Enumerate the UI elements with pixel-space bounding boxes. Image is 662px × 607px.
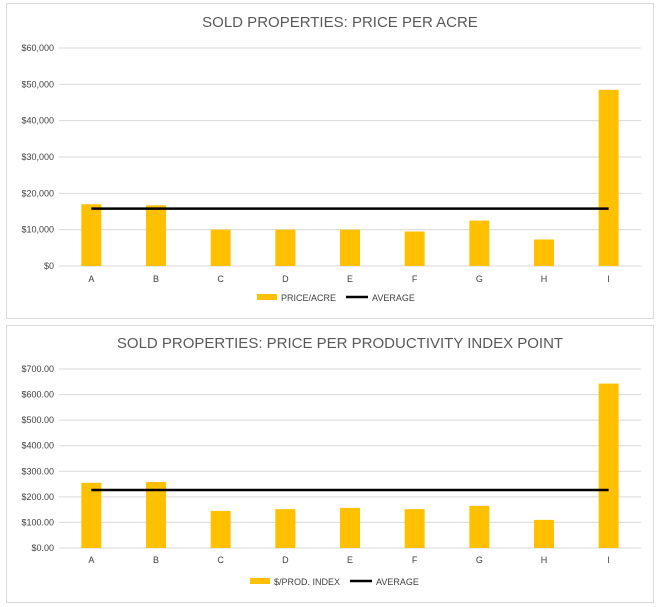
price-per-acre-x-tick-label: H (541, 274, 548, 284)
price-per-acre-x-tick-label: C (217, 274, 224, 284)
price-per-pi-bar-f (404, 509, 425, 548)
price-per-pi-y-tick-label: $400.00 (21, 441, 54, 451)
price-per-acre-legend-bar-label: PRICE/ACRE (281, 293, 336, 303)
price-per-pi-x-tick-label: D (282, 555, 289, 565)
price-per-pi-bar-e (340, 507, 360, 548)
price-per-acre-bar-g (469, 220, 490, 266)
price-per-pi-x-tick-label: H (541, 555, 548, 565)
price-per-pi-x-tick-label: B (153, 555, 159, 565)
price-per-pi-x-tick-label: A (88, 555, 94, 565)
price-per-pi-legend-line-label: AVERAGE (376, 577, 419, 587)
price-per-pi-legend-bar-label: $/PROD. INDEX (274, 577, 340, 587)
price-per-acre-y-tick-label: $20,000 (21, 188, 54, 198)
price-per-acre-x-tick-label: B (153, 274, 159, 284)
price-per-pi-bar-a (81, 482, 102, 548)
price-per-pi-bar-h (534, 519, 554, 548)
price-per-pi-bar-b (146, 482, 166, 548)
price-per-acre-y-tick-label: $10,000 (21, 225, 54, 235)
price-per-acre-y-tick-label: $60,000 (21, 43, 54, 53)
price-per-productivity-index-chart: SOLD PROPERTIES: PRICE PER PRODUCTIVITY … (6, 325, 654, 603)
price-per-pi-bar-g (469, 505, 490, 548)
price-per-pi-bar-c (210, 510, 231, 548)
price-per-pi-y-tick-label: $100.00 (21, 517, 54, 527)
price-per-pi-x-tick-label: F (412, 555, 418, 565)
price-per-pi-x-tick-label: G (476, 555, 483, 565)
price-per-acre-bar-b (146, 205, 166, 266)
price-per-acre-chart-svg: SOLD PROPERTIES: PRICE PER ACRE $0 $10,000… (21, 14, 641, 303)
price-per-acre-bar-h (534, 239, 554, 266)
price-per-acre-bar-f (404, 231, 425, 266)
price-per-acre-x-tick-label: G (476, 274, 483, 284)
price-per-pi-y-tick-label: $300.00 (21, 466, 54, 476)
price-per-acre-chart: SOLD PROPERTIES: PRICE PER ACRE $0 $10,000… (6, 3, 654, 319)
price-per-acre-x-tick-label: F (412, 274, 418, 284)
price-per-pi-x-tick-label: E (347, 555, 353, 565)
price-per-pi-y-tick-label: $600.00 (21, 390, 54, 400)
price-per-pi-x-tick-label: C (217, 555, 224, 565)
price-per-pi-y-tick-label: $500.00 (21, 415, 54, 425)
price-per-pi-legend-bar-swatch (250, 578, 270, 584)
price-per-productivity-index-chart-svg: SOLD PROPERTIES: PRICE PER PRODUCTIVITY … (21, 335, 641, 587)
price-per-acre-bar-d (275, 229, 296, 266)
price-per-acre-y-tick-label: $50,000 (21, 79, 54, 89)
price-per-acre-y-tick-label: $30,000 (21, 152, 54, 162)
price-per-acre-x-tick-label: D (282, 274, 289, 284)
price-per-acre-y-tick-label: $40,000 (21, 116, 54, 126)
price-per-pi-y-tick-label: $0.00 (31, 543, 54, 553)
price-per-acre-legend-bar-swatch (257, 294, 277, 300)
price-per-pi-x-tick-label: I (607, 555, 610, 565)
price-per-acre-legend-line-label: AVERAGE (372, 293, 415, 303)
price-per-acre-bar-a (81, 204, 102, 266)
price-per-acre-bar-c (210, 229, 231, 266)
price-per-acre-x-tick-label: E (347, 274, 353, 284)
price-per-acre-bar-e (340, 229, 360, 266)
price-per-acre-x-tick-label: A (88, 274, 94, 284)
price-per-acre-y-tick-label: $0 (44, 261, 54, 271)
price-per-acre-chart-title: SOLD PROPERTIES: PRICE PER ACRE (202, 14, 478, 31)
price-per-pi-y-tick-label: $700.00 (21, 364, 54, 374)
price-per-acre-x-tick-label: I (607, 274, 610, 284)
price-per-acre-bar-i (598, 89, 619, 267)
price-per-pi-bar-d (275, 509, 296, 548)
price-per-pi-chart-title: SOLD PROPERTIES: PRICE PER PRODUCTIVITY … (117, 335, 563, 352)
price-per-pi-bar-i (598, 383, 619, 548)
price-per-pi-y-tick-label: $200.00 (21, 492, 54, 502)
